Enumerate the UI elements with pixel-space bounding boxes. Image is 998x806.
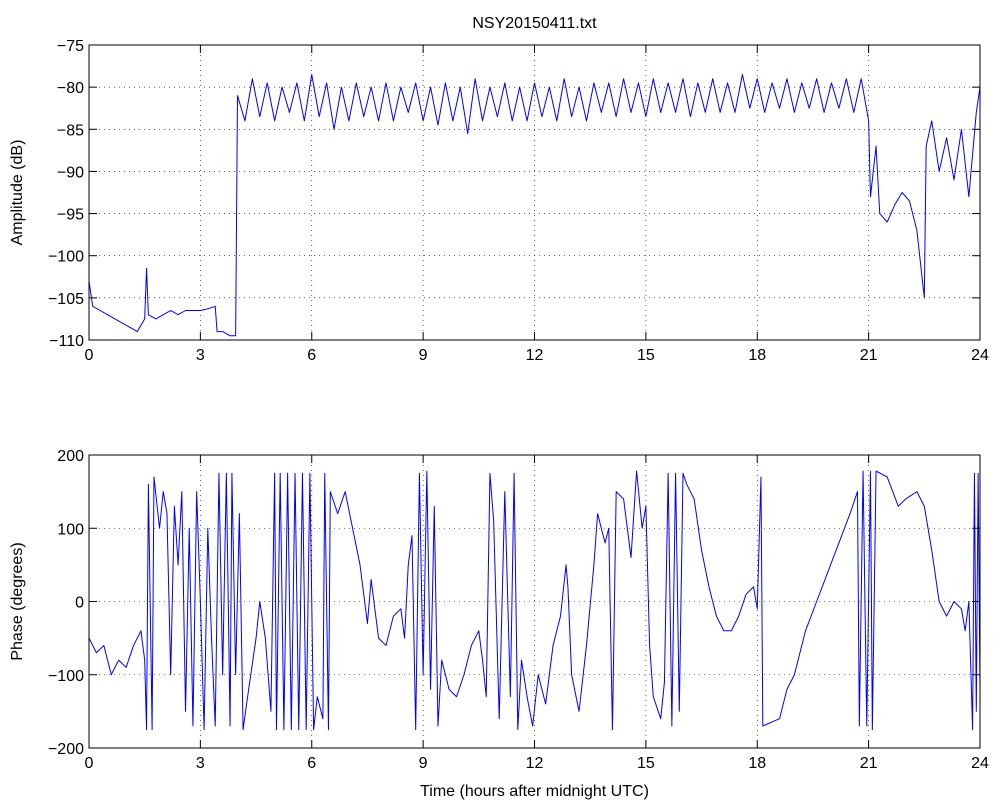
y-tick-label: 100	[57, 521, 84, 538]
x-tick-label: 3	[196, 755, 205, 772]
x-tick-label: 18	[748, 755, 766, 772]
y-tick-label: −90	[57, 164, 84, 181]
y-tick-label: −75	[57, 38, 84, 55]
x-tick-label: 18	[748, 347, 766, 364]
x-axis-label: Time (hours after midnight UTC)	[420, 783, 649, 800]
x-tick-label: 0	[85, 755, 94, 772]
y-axis-label: Amplitude (dB)	[9, 140, 26, 246]
y-tick-label: −85	[57, 122, 84, 139]
x-tick-label: 0	[85, 347, 94, 364]
x-tick-label: 9	[419, 755, 428, 772]
y-tick-label: 0	[75, 595, 84, 612]
x-tick-label: 15	[637, 755, 655, 772]
x-tick-label: 24	[971, 347, 989, 364]
x-tick-label: 24	[971, 755, 989, 772]
x-tick-label: 6	[307, 347, 316, 364]
x-tick-label: 12	[526, 347, 544, 364]
x-tick-label: 9	[419, 347, 428, 364]
y-tick-label: −110	[49, 333, 84, 350]
chart-title: NSY20150411.txt	[472, 15, 597, 32]
y-tick-label: −95	[57, 207, 84, 224]
x-tick-label: 12	[526, 755, 544, 772]
y-tick-label: −100	[48, 249, 84, 266]
x-tick-label: 21	[860, 755, 878, 772]
x-tick-label: 6	[307, 755, 316, 772]
x-tick-label: 3	[196, 347, 205, 364]
y-tick-label: −100	[48, 668, 84, 685]
data-line	[89, 74, 980, 337]
x-tick-label: 15	[637, 347, 655, 364]
data-line	[89, 470, 980, 731]
x-tick-label: 21	[860, 347, 878, 364]
y-tick-label: 200	[57, 448, 84, 465]
y-tick-label: −80	[57, 80, 84, 97]
y-axis-label: Phase (degrees)	[9, 542, 26, 660]
y-tick-label: −105	[48, 291, 84, 308]
axes-frame	[88, 44, 981, 341]
axes-frame	[88, 454, 981, 749]
y-tick-label: −200	[48, 741, 84, 758]
